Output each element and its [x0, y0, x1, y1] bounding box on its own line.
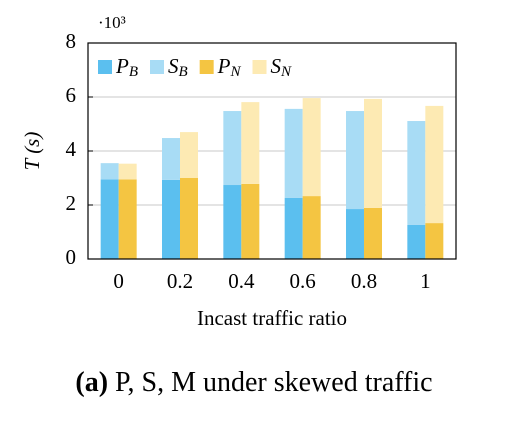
- legend-swatch: [252, 60, 267, 74]
- x-tick-label: 1: [420, 269, 431, 293]
- y-multiplier: ·10³: [98, 13, 126, 32]
- bar-segment: [241, 102, 260, 184]
- bar-segment: [302, 98, 321, 197]
- bar-segment: [364, 98, 382, 208]
- bar-segment: [407, 224, 426, 259]
- bar-segment: [180, 178, 198, 259]
- x-tick-label: 0.8: [351, 269, 377, 293]
- legend-label: SN: [271, 54, 293, 81]
- bar-segment: [302, 196, 321, 259]
- bar-segment: [425, 223, 444, 259]
- x-axis-label: Incast traffic ratio: [197, 306, 347, 330]
- y-tick-label: 8: [66, 29, 77, 53]
- bar-segment: [425, 105, 444, 224]
- bar-segment: [346, 111, 364, 210]
- legend-label: PN: [217, 54, 242, 81]
- bar-segment: [180, 132, 198, 178]
- bar-segment: [284, 197, 303, 259]
- bar-segment: [162, 138, 180, 180]
- bar-segment: [100, 179, 119, 259]
- bar-segment: [162, 179, 180, 259]
- x-tick-label: 0.2: [167, 269, 193, 293]
- y-tick-label: 4: [66, 137, 77, 161]
- bar-segment: [118, 179, 137, 259]
- caption: (a) P, S, M under skewed traffic: [75, 367, 432, 398]
- x-tick-label: 0: [113, 269, 124, 293]
- y-axis-label: T (s): [20, 132, 44, 171]
- bar-segment: [100, 163, 119, 180]
- y-tick-label: 6: [66, 83, 77, 107]
- bar-segment: [284, 108, 303, 198]
- bar-segment: [118, 163, 137, 180]
- x-tick-label: 0.4: [228, 269, 255, 293]
- legend-swatch: [150, 60, 164, 74]
- caption-label: (a): [75, 367, 108, 398]
- caption-text: P, S, M under skewed traffic: [115, 367, 433, 398]
- legend-label: PB: [115, 54, 138, 81]
- bar-segment: [364, 207, 382, 259]
- legend-swatch: [98, 60, 112, 74]
- x-tick-label: 0.6: [290, 269, 316, 293]
- bar-segment: [223, 185, 242, 259]
- bar-segment: [223, 111, 242, 186]
- legend-label: SB: [168, 54, 188, 81]
- bar-segment: [407, 121, 426, 225]
- legend-swatch: [199, 60, 214, 74]
- y-tick-label: 0: [66, 245, 77, 269]
- bar-segment: [346, 209, 364, 259]
- plot-frame: [87, 42, 457, 260]
- bar-segment: [241, 183, 260, 259]
- y-tick-label: 2: [66, 191, 77, 215]
